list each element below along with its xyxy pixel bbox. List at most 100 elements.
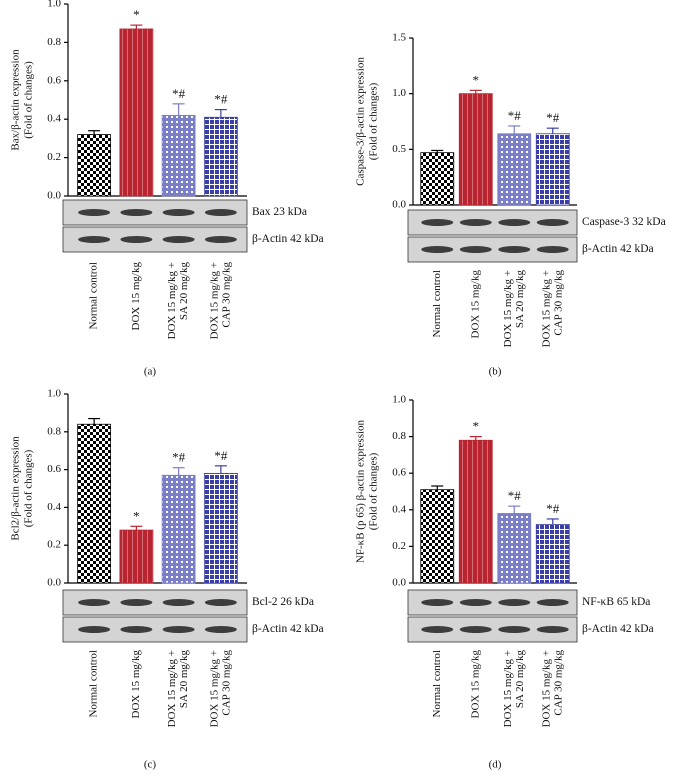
blot-band	[459, 626, 492, 633]
annotation: *#	[172, 450, 186, 465]
blot-band	[78, 599, 111, 606]
blot-band	[459, 246, 492, 253]
annotation: *#	[172, 86, 186, 101]
bar	[203, 472, 238, 584]
y-tick-label: 0.6	[47, 463, 61, 475]
y-axis-label: NF-κB (p 65) β-actin expression	[355, 419, 367, 563]
blot-label: Bax 23 kDa	[252, 206, 307, 218]
blot-band	[421, 599, 454, 606]
blot-band	[162, 209, 195, 216]
bar	[458, 93, 493, 206]
annotation: *	[133, 7, 140, 22]
y-tick-label: 1.0	[47, 0, 61, 10]
x-tick-label: DOX 15 mg/kg +	[540, 270, 552, 347]
x-tick-label: SA 20 mg/kg	[178, 262, 190, 321]
blot-band	[204, 626, 237, 633]
blot-band	[204, 236, 237, 243]
bar	[458, 439, 493, 584]
y-tick-label: 1.5	[392, 32, 406, 44]
y-tick-label: 1.0	[47, 388, 61, 400]
x-tick-label: DOX 15 mg/kg	[469, 270, 481, 339]
blot-band	[459, 599, 492, 606]
y-tick-label: 0.4	[47, 113, 61, 125]
x-tick-label: Normal control	[431, 650, 443, 718]
x-tick-label: CAP 30 mg/kg	[220, 650, 232, 716]
blot-band	[120, 599, 153, 606]
y-axis-label: (Fold of changes)	[368, 452, 380, 530]
blot-band	[421, 219, 454, 226]
y-tick-label: 0.6	[392, 467, 406, 479]
x-tick-label: DOX 15 mg/kg	[130, 650, 142, 719]
y-tick-label: 0.8	[392, 430, 406, 442]
blot-label: Caspase-3 32 kDa	[582, 216, 666, 228]
panel-label: (b)	[489, 366, 502, 378]
x-tick-label: DOX 15 mg/kg	[469, 650, 481, 719]
y-tick-label: 0.4	[47, 501, 61, 513]
x-tick-label: Normal control	[431, 270, 443, 338]
y-axis-label: Bax/β-actin expression	[10, 49, 22, 151]
x-tick-label: DOX 15 mg/kg +	[502, 270, 514, 347]
x-tick-label: CAP 30 mg/kg	[220, 262, 232, 328]
x-tick-label: Normal control	[88, 650, 100, 718]
y-tick-label: 0.0	[47, 190, 61, 202]
bar	[497, 513, 532, 584]
y-tick-label: 1.0	[392, 87, 406, 99]
blot-band	[78, 236, 111, 243]
blot-band	[78, 209, 111, 216]
bar	[161, 474, 196, 584]
bar	[119, 529, 154, 584]
blot-band	[498, 246, 531, 253]
blot-band	[204, 209, 237, 216]
bar	[77, 134, 112, 197]
y-axis-label: (Fold of changes)	[23, 449, 35, 527]
x-tick-label: CAP 30 mg/kg	[552, 270, 564, 336]
annotation: *#	[546, 110, 560, 125]
blot-label: β-Actin 42 kDa	[582, 243, 654, 255]
y-axis-label: Bcl2/β-actin expression	[10, 436, 22, 541]
blot-band	[162, 626, 195, 633]
blot-band	[78, 626, 111, 633]
y-tick-label: 0.0	[392, 199, 406, 211]
x-tick-label: Normal control	[88, 262, 100, 330]
x-tick-label: CAP 30 mg/kg	[552, 650, 564, 716]
y-tick-label: 0.4	[392, 503, 406, 515]
annotation: *#	[508, 108, 522, 123]
x-tick-label: DOX 15 mg/kg +	[166, 262, 178, 339]
x-tick-label: SA 20 mg/kg	[514, 650, 526, 709]
bar	[497, 133, 532, 206]
blot-band	[204, 599, 237, 606]
panel-label: (d)	[489, 759, 502, 771]
blot-band	[459, 219, 492, 226]
bar	[535, 524, 570, 584]
bar	[77, 423, 112, 584]
bar	[203, 116, 238, 197]
blot-band	[536, 246, 569, 253]
blot-band	[536, 599, 569, 606]
bar	[119, 28, 154, 197]
blot-band	[162, 599, 195, 606]
y-tick-label: 0.0	[47, 577, 61, 589]
bar	[420, 489, 455, 584]
y-tick-label: 0.2	[47, 151, 61, 163]
blot-band	[498, 599, 531, 606]
y-tick-label: 0.2	[392, 540, 406, 552]
blot-band	[498, 219, 531, 226]
blot-label: β-Actin 42 kDa	[252, 233, 324, 245]
blot-band	[120, 626, 153, 633]
annotation: *#	[214, 448, 228, 463]
annotation: *	[133, 508, 140, 523]
y-tick-label: 0.8	[47, 425, 61, 437]
blot-band	[421, 246, 454, 253]
bar	[535, 133, 570, 206]
y-axis-label: Caspase-3/β-actin expression	[355, 57, 367, 186]
blot-label: β-Actin 42 kDa	[582, 623, 654, 635]
blot-band	[120, 236, 153, 243]
blot-label: β-Actin 42 kDa	[252, 623, 324, 635]
blot-band	[162, 236, 195, 243]
annotation: *#	[546, 501, 560, 516]
annotation: *	[473, 72, 480, 87]
y-axis-label: (Fold of changes)	[368, 82, 380, 160]
annotation: *#	[214, 92, 228, 107]
y-axis-label: (Fold of changes)	[23, 61, 35, 139]
x-tick-label: DOX 15 mg/kg +	[208, 650, 220, 727]
